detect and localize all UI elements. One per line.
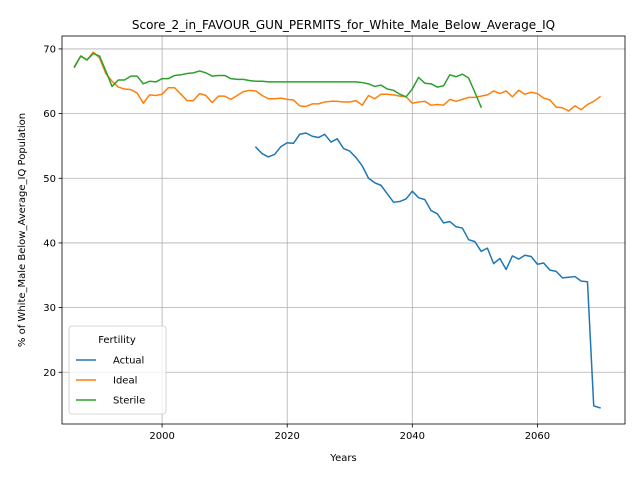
y-tick-label: 20 <box>43 368 56 379</box>
x-tick-label: 2060 <box>525 431 550 442</box>
y-tick-label: 60 <box>43 109 56 120</box>
y-tick-label: 70 <box>43 44 56 55</box>
x-tick-label: 2020 <box>274 431 299 442</box>
y-tick-label: 40 <box>43 238 56 249</box>
series-lines <box>73 51 602 409</box>
plot-frame <box>61 35 626 425</box>
legend-label-actual: Actual <box>113 356 144 367</box>
legend-title: Fertility <box>98 335 136 346</box>
y-tick-label: 30 <box>43 303 56 314</box>
y-tick-label: 50 <box>43 174 56 185</box>
x-tick-label: 2040 <box>400 431 425 442</box>
series-line-sterile <box>73 52 483 109</box>
chart-title: Score_2_in_FAVOUR_GUN_PERMITS_for_White_… <box>132 18 555 32</box>
x-axis-label: Years <box>329 453 356 464</box>
legend-label-ideal: Ideal <box>113 376 137 387</box>
legend-box <box>68 325 167 415</box>
y-axis-label: % of White_Male Below_Average_IQ Populat… <box>17 113 28 347</box>
axis-ticks: 2000 2020 2040 2060 20 30 40 50 60 70 <box>43 44 550 442</box>
legend-label-sterile: Sterile <box>113 396 145 407</box>
series-line-actual <box>254 132 601 409</box>
x-tick-label: 2000 <box>149 431 174 442</box>
series-line-ideal <box>73 51 602 112</box>
legend: Fertility Actual Ideal Sterile <box>68 325 167 415</box>
